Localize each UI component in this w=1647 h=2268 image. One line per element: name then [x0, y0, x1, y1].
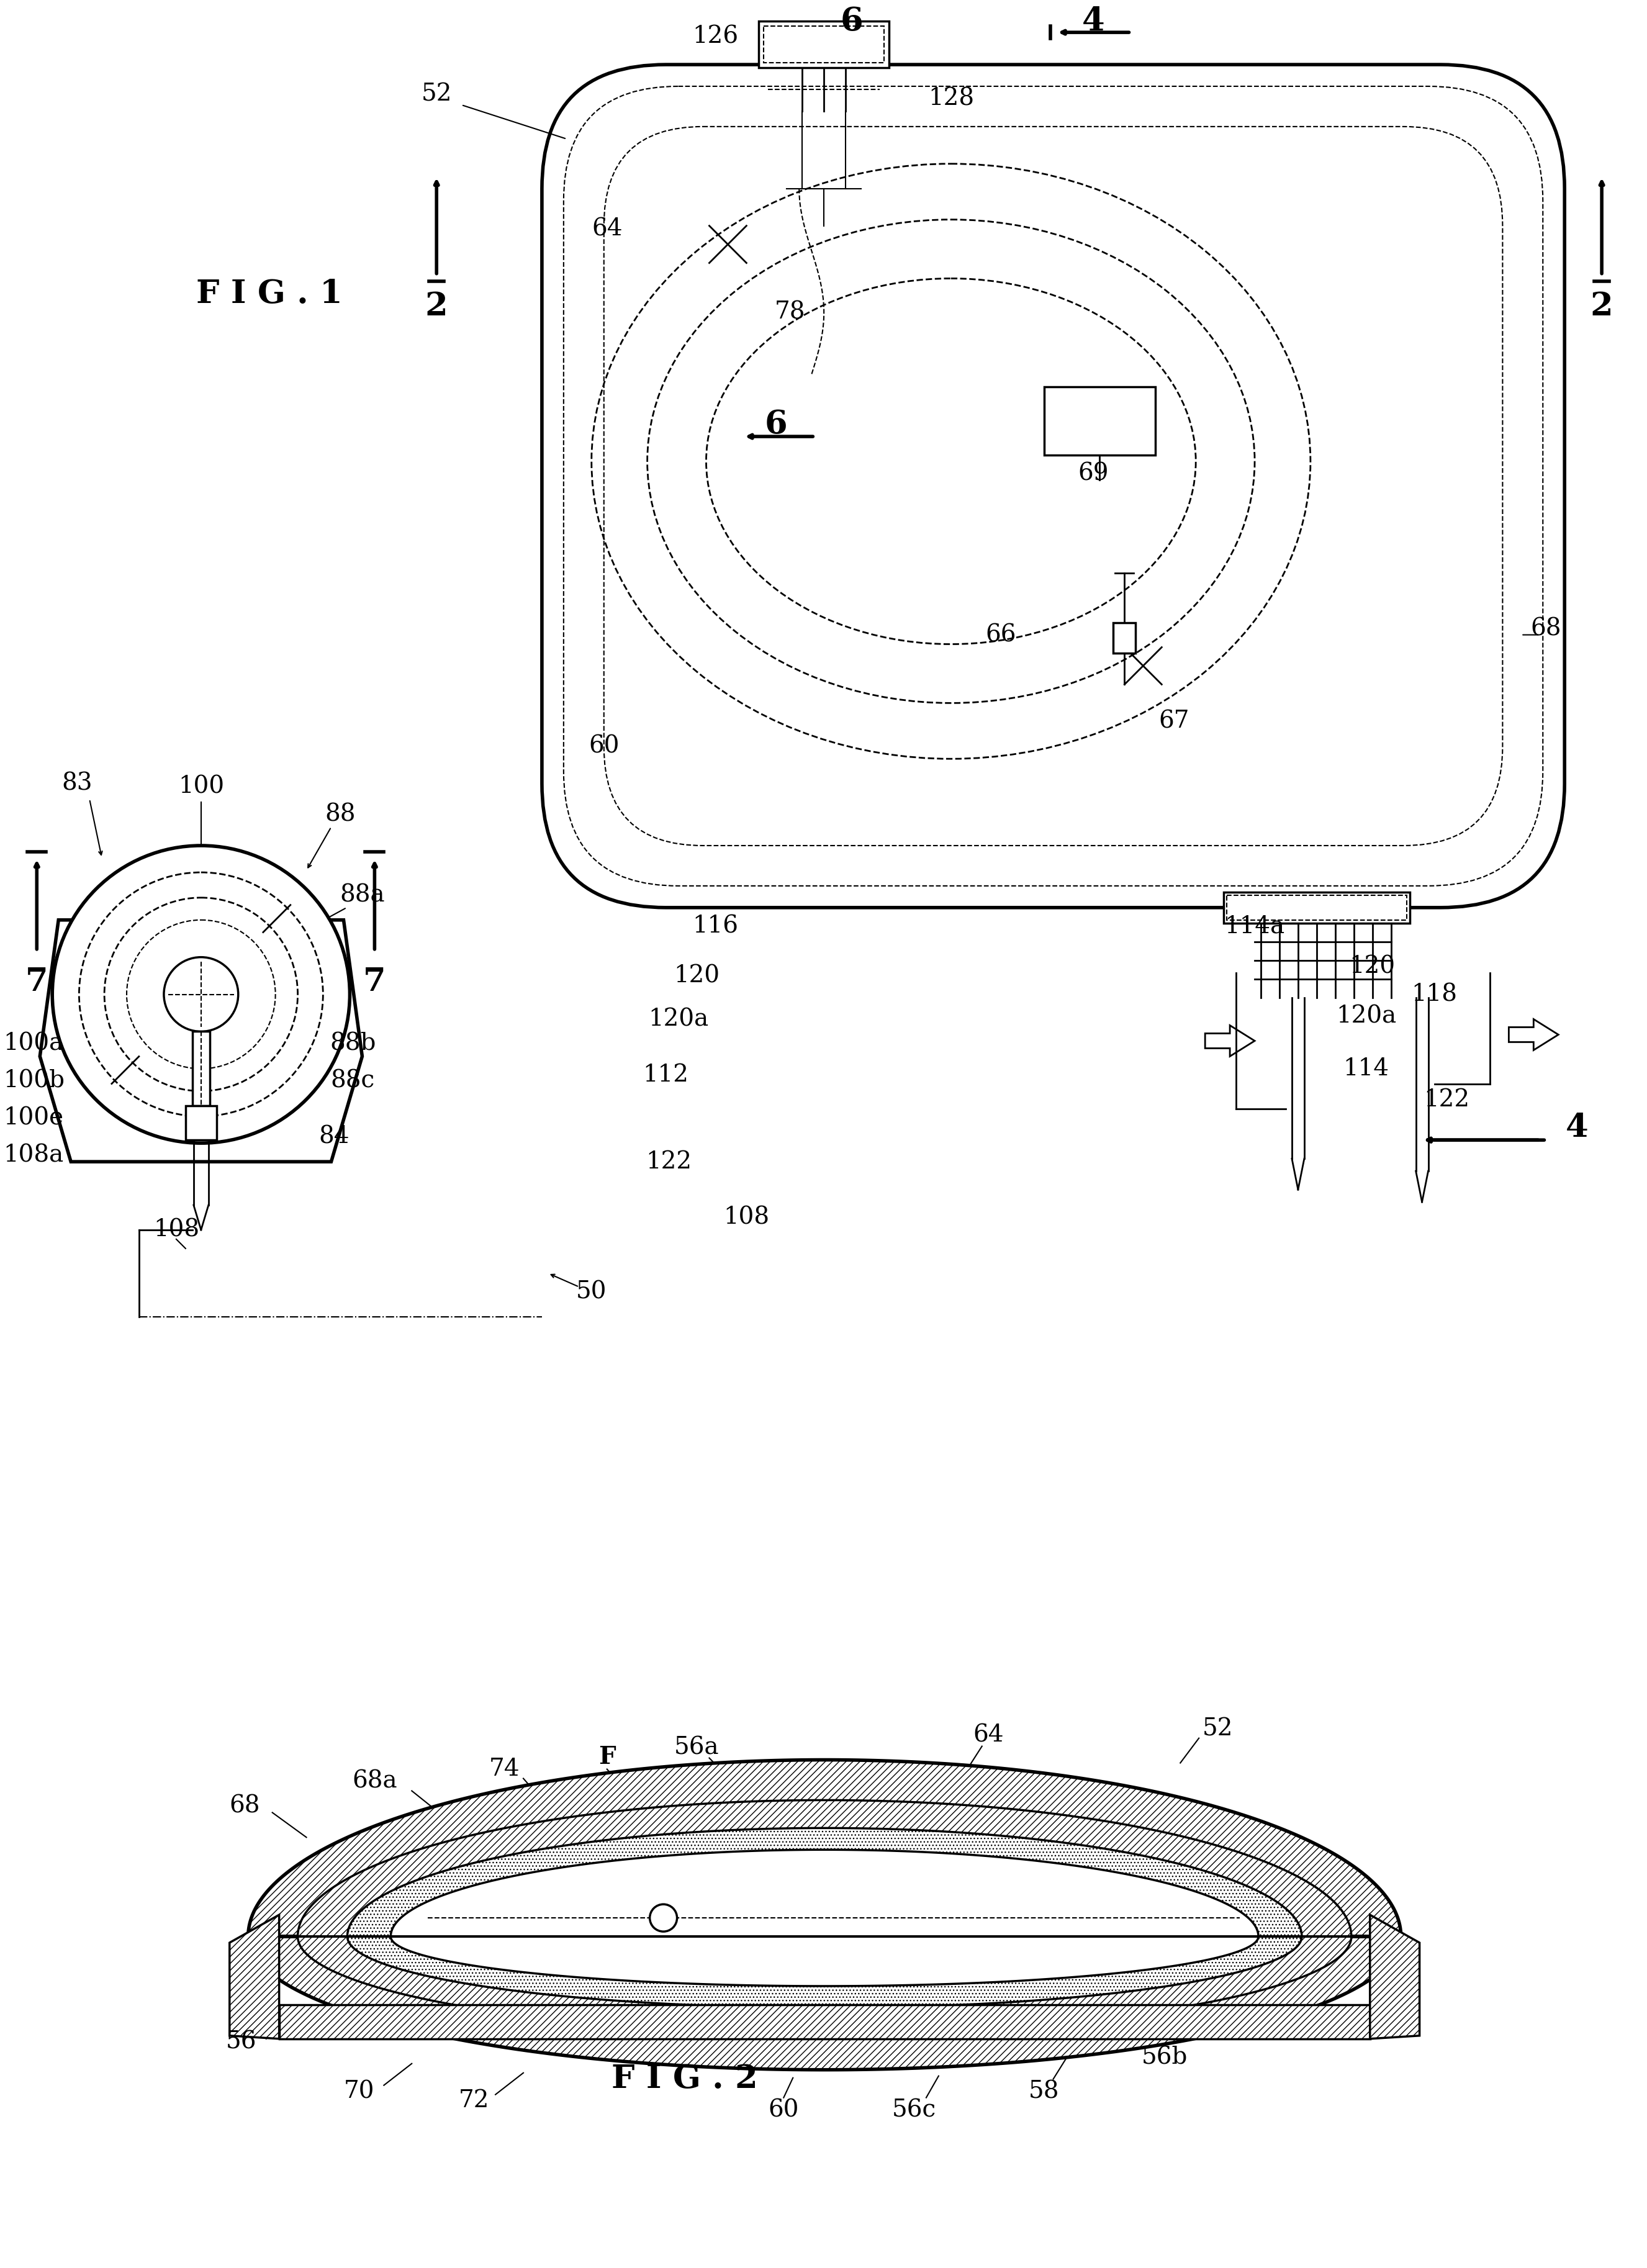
Polygon shape — [1370, 1914, 1420, 2039]
Text: 122: 122 — [646, 1150, 692, 1173]
Text: 6: 6 — [764, 408, 787, 440]
Polygon shape — [229, 1914, 278, 2039]
Text: 128: 128 — [927, 86, 973, 111]
Text: 83: 83 — [61, 771, 92, 796]
Polygon shape — [348, 1828, 1301, 2007]
Text: 7: 7 — [364, 966, 385, 998]
Text: 68a: 68a — [352, 1769, 397, 1794]
Text: 108: 108 — [723, 1207, 769, 1229]
Text: 120a: 120a — [1336, 1005, 1397, 1027]
Text: 64: 64 — [973, 1724, 1003, 1746]
Text: 60: 60 — [588, 735, 619, 758]
Text: 50: 50 — [576, 1281, 606, 1304]
Text: 7: 7 — [25, 966, 48, 998]
Polygon shape — [390, 1851, 1258, 1987]
Text: 72: 72 — [458, 2089, 489, 2112]
Text: 68: 68 — [1530, 617, 1561, 640]
Text: F I G . 1: F I G . 1 — [196, 279, 343, 311]
Polygon shape — [249, 1760, 1402, 2071]
Text: 108a: 108a — [3, 1143, 64, 1168]
Text: 68: 68 — [229, 1794, 260, 1819]
Text: 78: 78 — [774, 302, 805, 324]
Text: 2: 2 — [1591, 290, 1612, 322]
Text: 108: 108 — [153, 1218, 199, 1241]
Bar — [764, 27, 884, 64]
Text: 116: 116 — [692, 914, 738, 937]
Bar — [278, 2005, 1370, 2039]
Bar — [186, 1107, 216, 1141]
Text: 100b: 100b — [3, 1070, 64, 1093]
Bar — [1227, 896, 1407, 921]
Text: 118: 118 — [1411, 982, 1458, 1005]
Text: 4: 4 — [1566, 1111, 1588, 1143]
Text: 64: 64 — [591, 218, 623, 240]
Bar — [759, 20, 889, 68]
Text: 84: 84 — [320, 1125, 349, 1148]
Bar — [1044, 388, 1156, 456]
Text: 126: 126 — [692, 25, 738, 48]
Text: 120: 120 — [674, 964, 720, 987]
Text: 122: 122 — [1423, 1089, 1469, 1111]
Text: 56c: 56c — [891, 2098, 935, 2121]
Circle shape — [651, 1905, 677, 1932]
Text: 88b: 88b — [329, 1032, 376, 1055]
Bar — [1113, 621, 1136, 653]
Text: 52: 52 — [422, 84, 451, 107]
Text: 52: 52 — [1202, 1717, 1234, 1740]
Text: 112: 112 — [642, 1064, 688, 1086]
Text: 88: 88 — [324, 803, 356, 826]
Text: 88a: 88a — [339, 885, 385, 907]
Text: 56b: 56b — [1141, 2046, 1187, 2068]
Polygon shape — [40, 921, 362, 1161]
Text: 66: 66 — [985, 624, 1016, 646]
Text: 74: 74 — [489, 1758, 520, 1780]
Text: 69: 69 — [1079, 463, 1108, 485]
Text: 70: 70 — [344, 2080, 374, 2102]
FancyBboxPatch shape — [542, 64, 1565, 907]
Bar — [193, 1032, 209, 1107]
Text: 100e: 100e — [3, 1107, 64, 1129]
Text: 6: 6 — [840, 5, 863, 36]
Bar — [278, 2005, 1370, 2039]
Circle shape — [163, 957, 239, 1032]
Text: 56a: 56a — [674, 1735, 720, 1760]
Polygon shape — [298, 1801, 1351, 2032]
Text: 56: 56 — [226, 2030, 257, 2053]
Text: 100a: 100a — [3, 1032, 64, 1055]
Bar — [1224, 891, 1410, 923]
Text: F I G . 2: F I G . 2 — [611, 2064, 758, 2096]
Circle shape — [53, 846, 349, 1143]
Text: 114a: 114a — [1224, 914, 1285, 937]
Text: 4: 4 — [1082, 5, 1105, 36]
Text: 58: 58 — [1029, 2080, 1059, 2102]
Text: 120: 120 — [1349, 955, 1395, 978]
Text: 88c: 88c — [331, 1070, 376, 1093]
Text: 2: 2 — [425, 290, 448, 322]
Text: F: F — [598, 1744, 616, 1769]
Text: 67: 67 — [1159, 710, 1189, 733]
Text: 100: 100 — [178, 776, 224, 798]
Text: 120a: 120a — [647, 1007, 708, 1030]
Text: 114: 114 — [1344, 1057, 1390, 1080]
Text: 60: 60 — [768, 2098, 799, 2121]
